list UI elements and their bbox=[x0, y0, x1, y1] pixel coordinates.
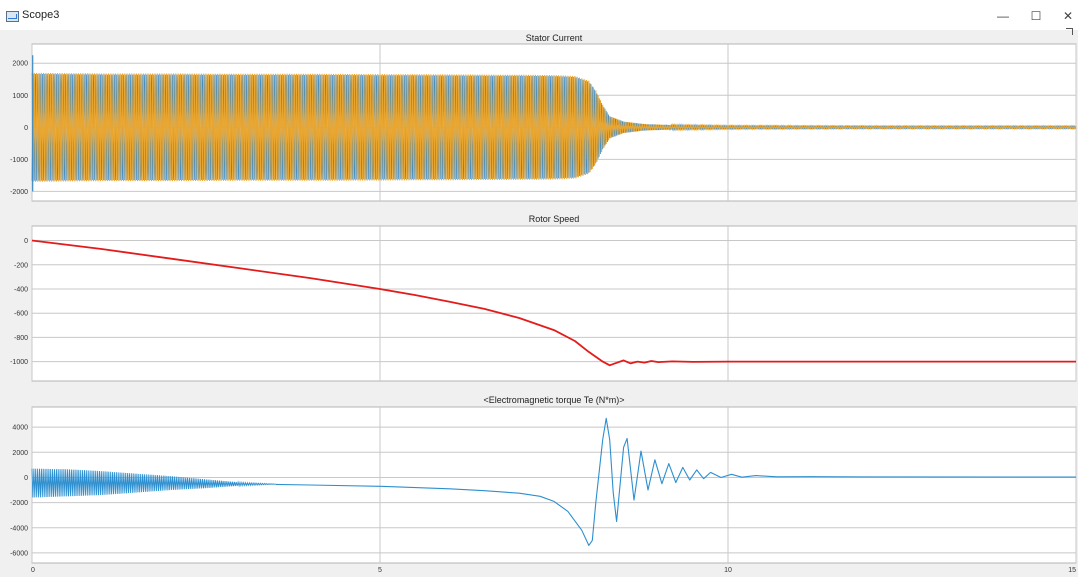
plot-3-xtick-label: 10 bbox=[724, 567, 732, 574]
expand-icon[interactable] bbox=[1066, 28, 1073, 35]
plot-2-ytick-label: -1000 bbox=[10, 359, 28, 366]
plot-2-ytick-label: 0 bbox=[24, 238, 28, 245]
plot-1-ytick-label: -2000 bbox=[10, 189, 28, 196]
torque-line bbox=[275, 417, 1077, 546]
plot-2-ytick-label: -200 bbox=[14, 262, 28, 269]
plot-3-xtick-label: 15 bbox=[1068, 567, 1076, 574]
plot-3-ytick-label: 4000 bbox=[12, 425, 28, 432]
scope-icon bbox=[6, 11, 19, 22]
stator-current-line bbox=[31, 72, 1077, 182]
window-titlebar: Scope3 — ☐ ✕ bbox=[0, 0, 1078, 30]
torque-startup-oscillation bbox=[31, 468, 276, 498]
plot-3-xtick-label: 5 bbox=[378, 567, 382, 574]
plot-3-title: <Electromagnetic torque Te (N*m)> bbox=[484, 395, 625, 405]
plot-3-ytick-label: 2000 bbox=[12, 450, 28, 457]
plot-2-frame bbox=[31, 225, 1077, 382]
plot-3-ytick-label: -2000 bbox=[10, 500, 28, 507]
minimize-button[interactable]: — bbox=[997, 9, 1009, 23]
plot-1-ytick-label: 2000 bbox=[12, 61, 28, 68]
maximize-button[interactable]: ☐ bbox=[1030, 9, 1042, 23]
plot-3-ytick-label: 0 bbox=[24, 475, 28, 482]
plot-3-ytick-label: -4000 bbox=[10, 525, 28, 532]
plot-3-ytick-label: -6000 bbox=[10, 550, 28, 557]
window-title: Scope3 bbox=[22, 9, 60, 21]
plot-2-ytick-label: -600 bbox=[14, 311, 28, 318]
close-button[interactable]: ✕ bbox=[1062, 9, 1074, 23]
rotor-speed-line bbox=[31, 239, 1076, 367]
plot-2-ytick-label: -400 bbox=[14, 286, 28, 293]
plot-1-ytick-label: -1000 bbox=[10, 157, 28, 164]
plot-3-xtick-label: 0 bbox=[31, 567, 35, 574]
plot-1-title: Stator Current bbox=[526, 33, 583, 43]
plot-1-ytick-label: 1000 bbox=[12, 93, 28, 100]
plot-2-title: Rotor Speed bbox=[529, 214, 580, 224]
plot-2-ytick-label: -800 bbox=[14, 335, 28, 342]
stator-current-phase-line bbox=[31, 73, 1077, 181]
plot-1-ytick-label: 0 bbox=[24, 125, 28, 132]
